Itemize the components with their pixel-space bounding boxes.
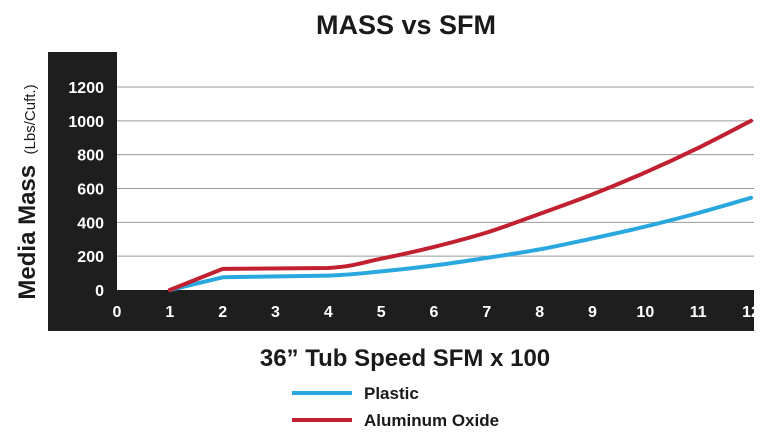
x-tick-label: 2 [218,304,227,321]
legend-label-plastic: Plastic [364,384,419,403]
x-tick-label: 3 [271,304,280,321]
x-tick-label: 7 [482,304,491,321]
y-tick-label: 0 [95,283,104,300]
y-tick-label: 200 [77,249,104,266]
y-tick-labels: 0 200 400 600 800 1000 1200 [68,80,104,300]
x-tick-label: 1 [165,304,174,321]
x-tick-label: 4 [324,304,333,321]
y-tick-label: 400 [77,215,104,232]
axis-frame [48,52,754,331]
legend: Plastic Aluminum Oxide [292,384,499,430]
y-tick-label: 600 [77,182,104,199]
y-tick-label: 1000 [68,114,104,131]
y-axis-label: Media Mass [14,165,41,300]
x-tick-label: 0 [113,304,122,321]
y-axis-unit: (Lbs/Cuft.) [22,84,39,154]
y-tick-label: 1200 [68,80,104,97]
x-tick-label: 9 [588,304,597,321]
plot-area [117,52,754,290]
svg-text:Media Mass (Lbs/Cuft.): Media Mass (Lbs/Cuft.) [14,84,41,299]
series-lines [167,118,753,292]
x-tick-label: 8 [535,304,544,321]
series-line-plastic [167,195,753,292]
y-axis-label-group: Media Mass (Lbs/Cuft.) [14,84,41,299]
x-tick-label: 11 [690,304,707,321]
chart-title: MASS vs SFM [316,10,496,40]
x-tick-label: 10 [636,304,654,321]
x-tick-label: 6 [430,304,439,321]
x-tick-labels: 0 1 2 3 4 5 6 7 8 9 10 11 12 [113,304,760,321]
y-tick-label: 800 [77,148,104,165]
x-axis-label: 36” Tub Speed SFM x 100 [260,345,550,372]
gridlines [117,86,754,257]
series-line-aluminum-oxide [167,118,753,292]
x-tick-label: 5 [377,304,386,321]
legend-label-aluminum-oxide: Aluminum Oxide [364,411,499,430]
x-tick-label: 12 [742,304,760,321]
